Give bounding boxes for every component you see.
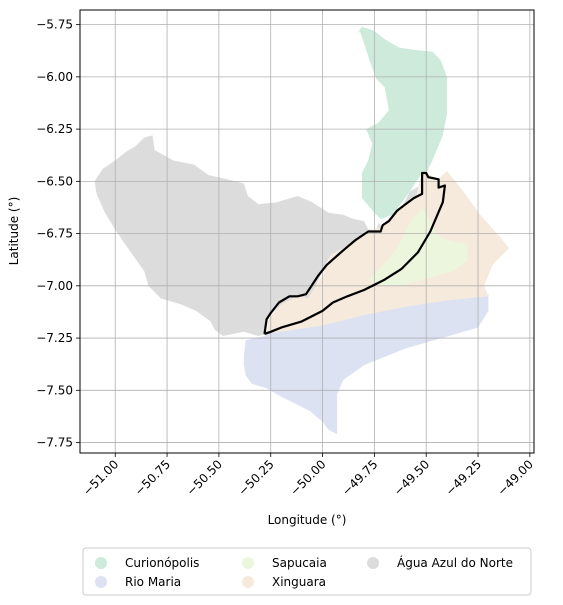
y-axis-label: Latitude (°)	[7, 197, 21, 266]
y-tick-label: −7.75	[36, 436, 73, 450]
y-tick-label: −6.50	[36, 174, 73, 188]
plot-area	[79, 9, 535, 454]
legend-label-sapucaia: Sapucaia	[272, 556, 327, 570]
legend-label-xinguara: Xinguara	[272, 575, 326, 589]
y-tick-label: −7.00	[36, 279, 73, 293]
legend-label-curionopolis: Curionópolis	[125, 556, 199, 570]
y-tick-label: −6.75	[36, 227, 73, 241]
legend-label-agua-azul: Água Azul do Norte	[397, 555, 513, 570]
x-axis-label: Longitude (°)	[268, 513, 347, 527]
y-axis-ticks: −5.75 −6.00 −6.25 −6.50 −6.75 −7.00 −7.25 −7.50…	[36, 18, 80, 450]
legend-frame	[82, 547, 532, 596]
y-tick-label: −6.25	[36, 122, 73, 136]
grid-layer	[80, 10, 534, 453]
region-curionopolis	[355, 26, 447, 220]
region-sapucaia	[368, 208, 468, 286]
legend-swatch-sapucaia	[242, 557, 254, 569]
region-xinguara	[266, 170, 510, 334]
y-tick-label: −7.25	[36, 331, 73, 345]
municipality-outline	[263, 171, 446, 335]
region-rio-maria	[243, 294, 489, 435]
legend-swatch-xinguara	[242, 576, 254, 588]
legend-swatch-rio-maria	[95, 576, 107, 588]
legend-label-rio-maria: Rio Maria	[125, 575, 181, 589]
legend-swatch-agua-azul	[367, 557, 379, 569]
legend: Curionópolis Rio Maria Sapucaia Xinguara Águ…	[82, 547, 532, 596]
legend-swatch-curionopolis	[95, 557, 107, 569]
y-tick-label: −5.75	[36, 18, 73, 32]
y-tick-label: −7.50	[36, 383, 73, 397]
axes-frame	[79, 9, 535, 454]
y-tick-label: −6.00	[36, 70, 73, 84]
